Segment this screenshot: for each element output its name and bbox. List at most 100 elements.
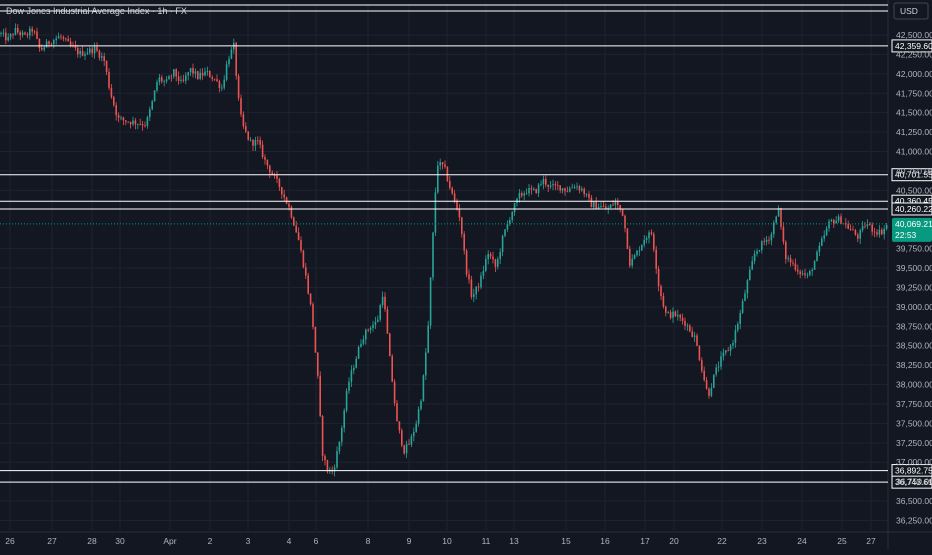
candle xyxy=(847,220,849,230)
time-axis[interactable]: 26 27 28 30 Apr 2 3 4 6 8 9 10 11 13 15 16 17 20 22 23 24 25 2… xyxy=(5,536,876,546)
candle xyxy=(65,37,67,42)
level-label[interactable]: 36,743.61 xyxy=(891,475,932,489)
candle-body xyxy=(403,445,405,454)
candle xyxy=(110,84,113,100)
candle xyxy=(626,228,629,250)
candle xyxy=(122,116,125,126)
candle xyxy=(715,363,717,377)
candle xyxy=(170,74,173,82)
candle-body xyxy=(211,77,213,79)
candle-body xyxy=(561,188,564,191)
candle xyxy=(825,225,828,237)
candle xyxy=(492,251,494,264)
candle xyxy=(765,235,768,246)
currency-badge[interactable]: USD xyxy=(893,2,929,20)
candle-body xyxy=(744,293,746,301)
candle-body xyxy=(480,275,482,288)
candle-body xyxy=(475,286,477,295)
candle-body xyxy=(703,370,705,381)
level-label[interactable]: 40,260.22 xyxy=(891,202,932,216)
candle xyxy=(336,446,338,470)
candle xyxy=(413,427,415,442)
candle-body xyxy=(377,319,379,322)
candle-layer xyxy=(0,23,888,477)
candle-body xyxy=(681,317,684,321)
candle xyxy=(487,250,489,265)
candle xyxy=(297,227,300,241)
time-tick-label: 2 xyxy=(208,536,213,546)
time-tick-label: 30 xyxy=(115,536,125,546)
candle-body xyxy=(437,165,439,193)
candle-body xyxy=(619,205,621,210)
candle-body xyxy=(734,330,737,343)
time-tick-label: 4 xyxy=(287,536,292,546)
candle xyxy=(761,240,763,254)
candle-body xyxy=(247,131,249,140)
candle-body xyxy=(367,329,369,331)
candle-body xyxy=(528,188,530,194)
candle-body xyxy=(204,71,206,76)
candle-body xyxy=(144,125,146,127)
level-label[interactable]: 42,359.60 xyxy=(891,39,932,53)
candle xyxy=(175,68,177,82)
candle xyxy=(878,225,881,238)
candle xyxy=(81,45,84,57)
price-axis[interactable]: 42,500.00 42,250.00 42,000.00 41,750.00 41,5… xyxy=(896,30,932,526)
candle xyxy=(458,204,461,222)
candle xyxy=(379,303,381,322)
candle xyxy=(569,186,571,193)
candle xyxy=(77,44,79,58)
candle xyxy=(655,245,657,274)
candle xyxy=(408,439,410,446)
candle xyxy=(698,345,701,362)
level-label[interactable]: 40,701.55 xyxy=(891,168,932,182)
candle-body xyxy=(168,76,170,80)
candle xyxy=(583,187,585,198)
candle xyxy=(701,357,703,374)
candle xyxy=(137,123,139,130)
candle xyxy=(204,67,206,77)
candle-body xyxy=(698,346,701,361)
candle xyxy=(163,79,165,87)
candle-body xyxy=(105,60,108,73)
candle-body xyxy=(343,410,345,428)
candle-body xyxy=(48,41,50,44)
candle xyxy=(425,348,427,380)
candle-body xyxy=(314,326,317,353)
candle xyxy=(372,320,374,332)
candle xyxy=(38,38,41,52)
candle-body xyxy=(81,51,84,56)
candle-body xyxy=(2,32,5,34)
candle xyxy=(873,227,876,238)
candle xyxy=(859,228,861,244)
candle xyxy=(787,255,789,262)
candle xyxy=(758,249,761,253)
candle xyxy=(691,327,693,338)
candle-body xyxy=(885,224,888,229)
candle xyxy=(216,74,218,83)
candle xyxy=(679,313,681,322)
candle-body xyxy=(809,271,811,275)
candle-body xyxy=(230,49,233,59)
candle-body xyxy=(341,427,343,442)
candle xyxy=(242,111,245,129)
candle-body xyxy=(583,188,585,195)
candle xyxy=(669,309,672,320)
candle-body xyxy=(775,216,777,223)
candle-body xyxy=(494,259,497,267)
candle-body xyxy=(684,320,686,326)
candle-body xyxy=(218,81,221,88)
candle-body xyxy=(228,58,230,65)
candle-body xyxy=(415,423,417,432)
candle xyxy=(751,256,753,271)
candle-body xyxy=(93,46,96,54)
candle-body xyxy=(825,228,828,236)
candle-body xyxy=(149,109,151,118)
candle-body xyxy=(777,207,780,217)
candle xyxy=(660,284,662,301)
candle-body xyxy=(617,202,619,206)
candle xyxy=(36,27,38,40)
